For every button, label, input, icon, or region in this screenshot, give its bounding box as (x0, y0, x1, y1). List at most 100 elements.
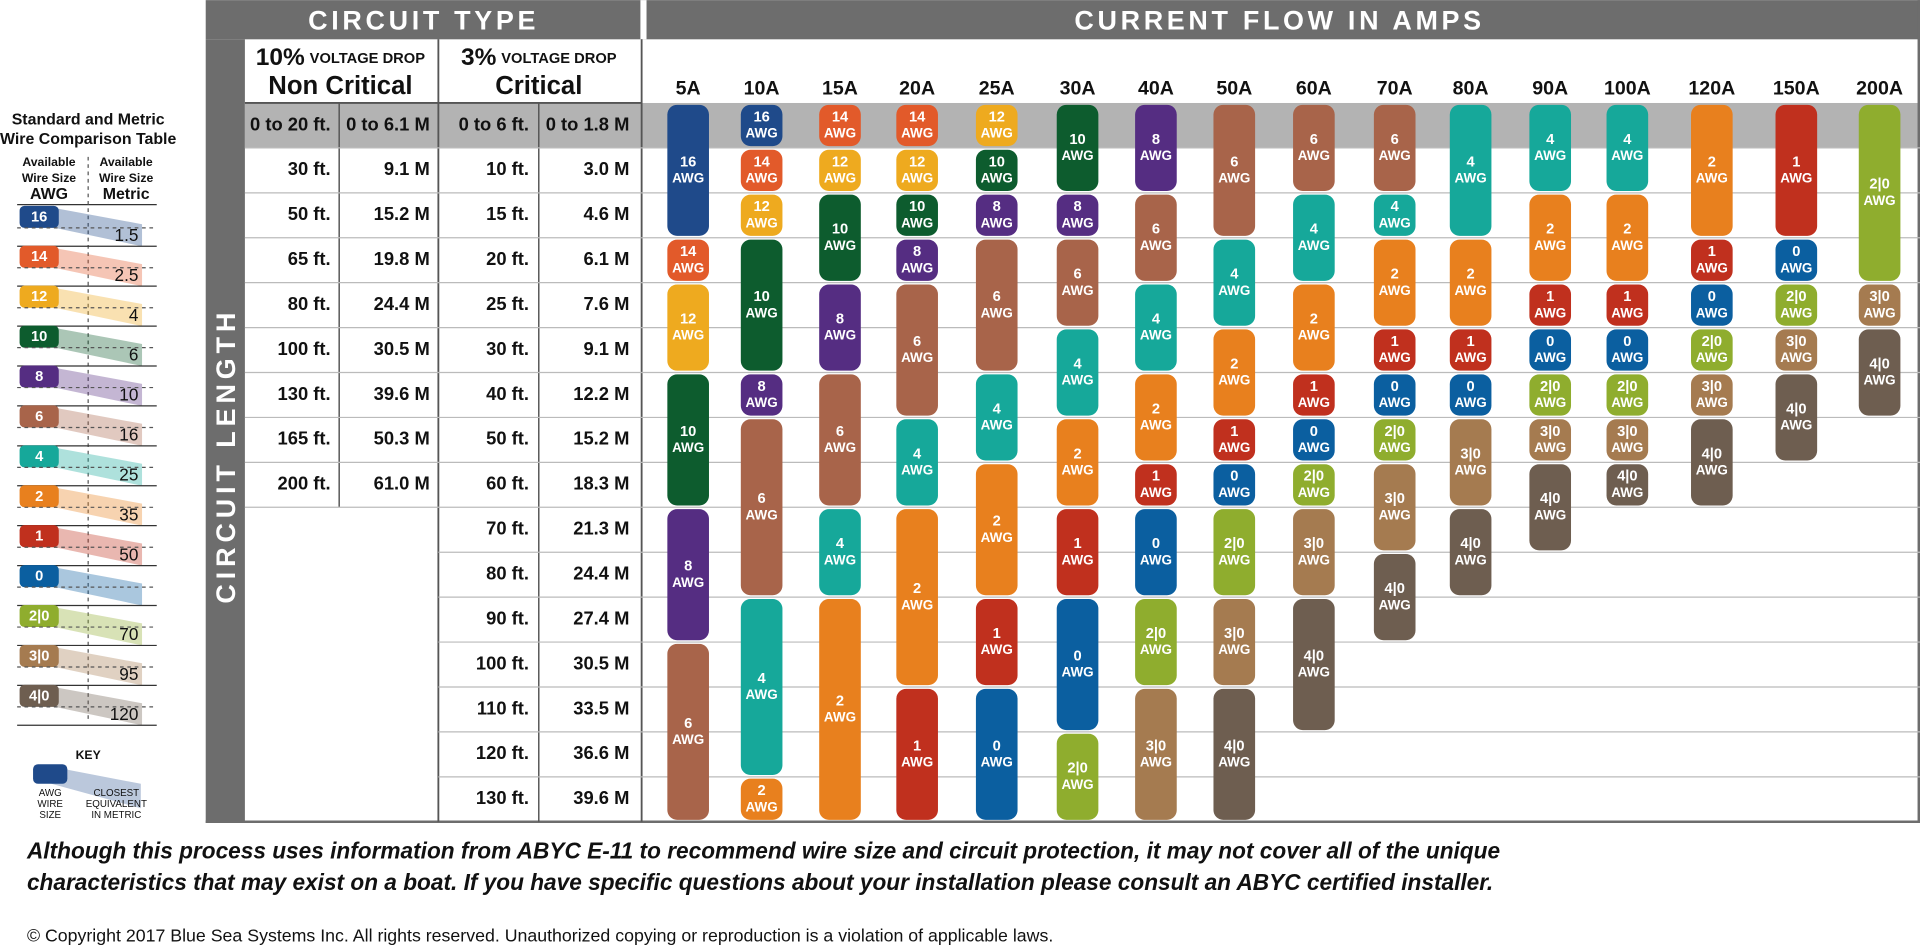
length-ft: 100 ft. (278, 338, 331, 359)
length-strip (205, 39, 245, 823)
legend-metric: 35 (119, 504, 138, 524)
legend-band (48, 366, 143, 406)
pill-gauge: 4|0 (1702, 446, 1722, 462)
wire-pill (667, 374, 709, 506)
legend-metric-header: Wire Size (99, 171, 153, 185)
pill-unit: AWG (1218, 755, 1250, 770)
wire-pill (1775, 239, 1818, 281)
legend-pill (19, 485, 59, 508)
wire-pill (1213, 598, 1256, 686)
pill-gauge: 1 (1623, 289, 1631, 305)
wire-pill (667, 509, 709, 641)
length-m: 0 to 6.1 M (346, 113, 430, 134)
wire-pill (1691, 104, 1733, 236)
amp-label: 15A (822, 78, 858, 100)
pill-unit: AWG (746, 687, 778, 702)
length-m: 7.6 M (583, 293, 629, 314)
pill-gauge: 6 (1310, 132, 1318, 148)
pill-unit: AWG (1455, 463, 1487, 478)
pill-unit: AWG (1864, 305, 1896, 320)
wire-pill (1529, 374, 1572, 416)
wire-pill (1056, 733, 1099, 820)
pill-unit: AWG (1696, 350, 1728, 365)
legend-title: Wire Comparison Table (0, 131, 176, 148)
wire-pill (740, 104, 783, 147)
pill-unit: AWG (901, 215, 933, 230)
pill-gauge: 4|0 (1617, 469, 1637, 485)
pill-unit: AWG (1061, 283, 1093, 298)
key-awg-label: AWG (39, 788, 62, 799)
pill-unit: AWG (1696, 305, 1728, 320)
pill-unit: AWG (824, 440, 856, 455)
pill-gauge: 0 (1310, 424, 1318, 440)
length-ft: 40 ft. (486, 383, 529, 404)
pill-unit: AWG (1298, 485, 1330, 500)
wire-pill (1056, 329, 1099, 416)
pill-unit: AWG (981, 755, 1013, 770)
pill-unit: AWG (672, 328, 704, 343)
legend-band (48, 526, 143, 566)
legend-awg: 12 (31, 289, 47, 305)
wire-pill (1213, 104, 1256, 236)
pill-gauge: 3|0 (1224, 626, 1244, 642)
pill-gauge: 4 (758, 671, 767, 687)
length-ft: 130 ft. (278, 383, 331, 404)
length-m: 50.3 M (374, 428, 430, 449)
key-pill (33, 764, 68, 784)
legend-awg-header: AWG (30, 186, 68, 203)
wire-pill (667, 643, 709, 820)
pill-gauge: 4 (1467, 154, 1476, 170)
pill-gauge: 14 (753, 154, 770, 170)
wire-pill (1373, 194, 1416, 236)
pill-gauge: 6 (913, 334, 921, 350)
legend-awg-header: Available (22, 155, 75, 169)
legend-awg: 0 (35, 569, 43, 585)
amp-label: 200A (1856, 78, 1903, 100)
wire-pill (975, 598, 1018, 686)
pill-gauge: 4|0 (1304, 648, 1324, 664)
length-m: 61.0 M (374, 473, 430, 494)
pill-gauge: 1 (913, 738, 921, 754)
amp-label: 90A (1532, 78, 1568, 100)
pill-gauge: 4 (1073, 356, 1082, 372)
pill-gauge: 6 (1230, 154, 1238, 170)
wire-pill (1135, 374, 1177, 461)
key-awg-label: SIZE (39, 810, 61, 821)
pill-gauge: 1 (1792, 154, 1800, 170)
pill-unit: AWG (1061, 148, 1093, 163)
pill-gauge: 1 (1152, 469, 1160, 485)
legend-pill (19, 405, 59, 428)
pill-unit: AWG (1298, 552, 1330, 567)
length-m: 15.2 M (374, 203, 430, 224)
amp-label: 80A (1453, 78, 1489, 100)
pill-unit: AWG (746, 215, 778, 230)
pill-unit: AWG (672, 575, 704, 590)
wire-pill (1135, 104, 1177, 191)
pill-gauge: 6 (993, 289, 1001, 305)
pill-gauge: 4 (1230, 267, 1239, 283)
wire-pill (740, 239, 783, 371)
legend-metric-header: Metric (103, 186, 150, 203)
length-ft: 15 ft. (486, 203, 529, 224)
pill-gauge: 8 (1152, 132, 1160, 148)
wire-pill (1056, 509, 1099, 596)
pill-unit: AWG (1864, 193, 1896, 208)
pill-gauge: 1 (1467, 334, 1475, 350)
pill-unit: AWG (824, 170, 856, 185)
pill-gauge: 4|0 (1384, 581, 1404, 597)
length-ft: 60 ft. (486, 473, 529, 494)
pill-unit: AWG (1780, 305, 1812, 320)
pill-gauge: 3|0 (1146, 738, 1166, 754)
pill-unit: AWG (981, 305, 1013, 320)
length-m: 24.4 M (374, 293, 430, 314)
legend-awg: 8 (35, 369, 43, 385)
legend-metric: 10 (119, 385, 138, 405)
pill-unit: AWG (746, 395, 778, 410)
pill-unit: AWG (1379, 507, 1411, 522)
length-ft: 30 ft. (486, 338, 529, 359)
length-ft: 0 to 20 ft. (250, 113, 331, 134)
pill-gauge: 0 (1792, 244, 1800, 260)
pill-gauge: 0 (1073, 648, 1081, 664)
pill-unit: AWG (824, 126, 856, 141)
